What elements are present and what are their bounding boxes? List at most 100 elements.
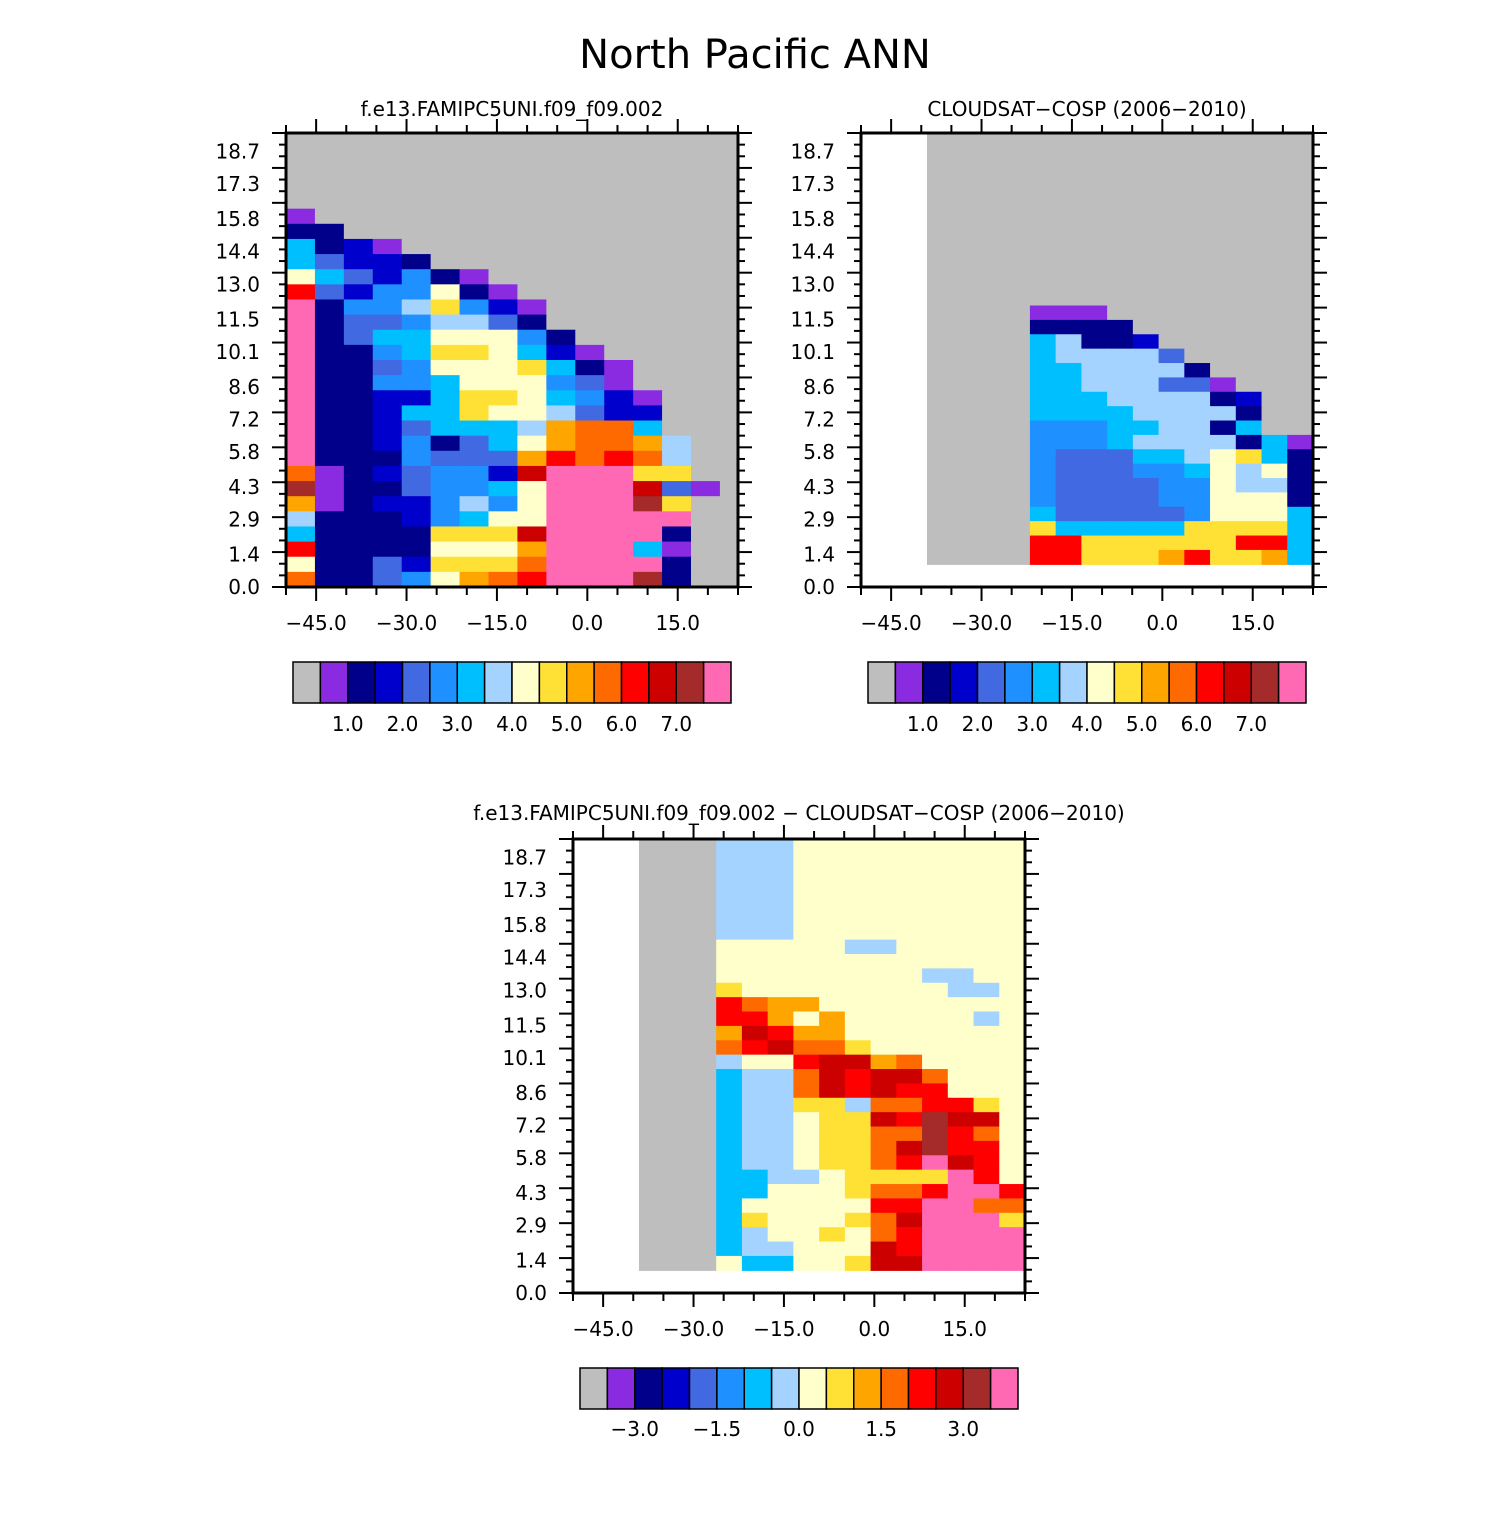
heatmap-cell [978, 420, 1005, 436]
heatmap-cell [1261, 133, 1288, 148]
heatmap-cell [690, 1155, 717, 1171]
heatmap-cell [741, 1140, 769, 1156]
y-tick-label: 2.9 [515, 1213, 547, 1237]
heatmap-cell [1004, 363, 1031, 379]
colorbar-swatch [825, 1367, 855, 1410]
heatmap-cell [1132, 434, 1160, 450]
y-tick-label: 18.7 [215, 140, 260, 164]
heatmap-cell [1210, 363, 1237, 379]
heatmap-cell [1004, 478, 1031, 494]
heatmap-cell [314, 360, 345, 376]
heatmap-cell [1184, 549, 1211, 565]
heatmap-cell [401, 435, 432, 452]
heatmap-cell [1158, 492, 1185, 508]
heatmap-cell [716, 1169, 743, 1185]
heatmap-cell [1210, 133, 1237, 148]
heatmap-cell [401, 284, 432, 301]
colorbar-swatch [401, 661, 431, 704]
heatmap-cell [401, 390, 432, 406]
heatmap-cell [1210, 161, 1237, 177]
heatmap-cell [1055, 521, 1082, 537]
heatmap-cell [517, 481, 547, 497]
heatmap-cell [952, 190, 980, 206]
heatmap-cell [488, 178, 519, 195]
colorbar-swatch [1058, 661, 1088, 704]
heatmap-cell [662, 541, 692, 558]
heatmap-cell [1261, 233, 1288, 249]
heatmap-cell [604, 526, 634, 543]
heatmap-cell [690, 178, 721, 195]
heatmap-cell [286, 193, 316, 210]
heatmap-cell [896, 1025, 923, 1041]
heatmap-cell [1210, 492, 1237, 508]
heatmap-cell [947, 1241, 975, 1257]
heatmap-cell [604, 208, 634, 225]
heatmap-cell [638, 1126, 666, 1142]
heatmap-cell [947, 1040, 975, 1056]
heatmap-cell [690, 1198, 717, 1214]
heatmap-cell [793, 1255, 820, 1271]
heatmap-cell [1081, 377, 1108, 393]
heatmap-cell [767, 982, 794, 998]
axis-ticks [559, 825, 1039, 1307]
heatmap-cell [1210, 262, 1237, 278]
heatmap-cell [1287, 291, 1314, 307]
heatmap-cell [844, 954, 872, 969]
heatmap-cell [947, 1083, 975, 1099]
heatmap-cell [343, 193, 374, 210]
heatmap-cell [896, 867, 923, 883]
heatmap-cell [459, 254, 490, 270]
heatmap-cell [517, 405, 547, 422]
heatmap-cell [604, 314, 634, 331]
heatmap-cell [1081, 334, 1108, 350]
heatmap-cell [952, 449, 980, 465]
heatmap-cell [575, 496, 605, 512]
heatmap-cell [973, 882, 1000, 898]
heatmap-cell [459, 223, 490, 240]
heatmap-cell [793, 1126, 820, 1142]
heatmap-cell [459, 465, 490, 482]
heatmap-cell [690, 148, 721, 164]
y-tick-label: 7.2 [803, 407, 835, 431]
heatmap-cell [664, 1069, 692, 1085]
heatmap-cell [690, 1241, 717, 1257]
heatmap-cell [575, 556, 605, 573]
heatmap-cell [741, 867, 769, 883]
heatmap-cell [662, 511, 692, 528]
heatmap-cell [343, 541, 374, 558]
heatmap-cell [1004, 391, 1031, 407]
heatmap-cell [459, 133, 490, 149]
heatmap-cell [690, 1169, 717, 1185]
heatmap-cell [922, 954, 949, 969]
heatmap-cell [952, 334, 980, 350]
heatmap-cell [1055, 147, 1082, 163]
heatmap-cell [1235, 204, 1263, 220]
heatmap-cell [488, 571, 519, 588]
heatmap-cell [922, 1069, 949, 1085]
heatmap-cell [1158, 305, 1185, 321]
x-tick-label: 0.0 [571, 611, 603, 635]
heatmap-cell [430, 208, 461, 225]
heatmap-cell [575, 390, 605, 406]
heatmap-cell [286, 465, 316, 482]
heatmap-cell [793, 1241, 820, 1257]
heatmap-cell [952, 204, 980, 220]
y-tick-label: 15.8 [502, 913, 547, 937]
heatmap-cell [343, 133, 374, 149]
heatmap-cell [372, 344, 403, 361]
heatmap-cell [1210, 319, 1237, 335]
colorbar-swatch [429, 661, 459, 704]
heatmap-cell [664, 1083, 692, 1099]
heatmap-cell [604, 541, 634, 558]
heatmap-cell [604, 481, 634, 497]
heatmap-cell [401, 526, 432, 543]
heatmap-cell [517, 450, 547, 467]
heatmap-cell [1029, 549, 1057, 565]
heatmap-cell [664, 1155, 692, 1171]
heatmap-cell [401, 450, 432, 467]
heatmap-cell [999, 853, 1026, 869]
panel-title: CLOUDSAT−COSP (2006−2010) [927, 97, 1246, 121]
heatmap-cell [1235, 147, 1263, 163]
heatmap-cell [1261, 434, 1288, 450]
heatmap-cell [896, 1241, 923, 1257]
